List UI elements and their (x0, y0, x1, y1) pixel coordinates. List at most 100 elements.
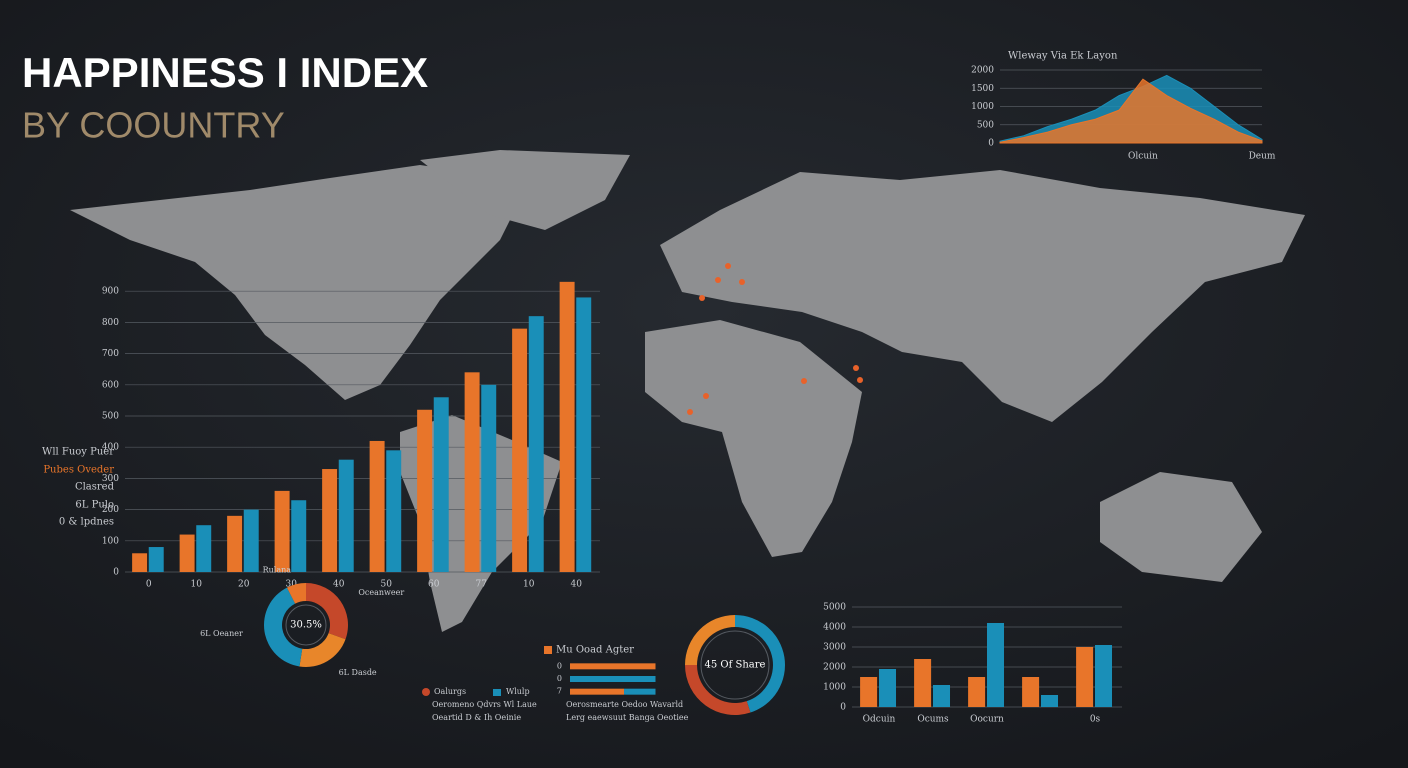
x-tick-label: 60 (428, 580, 440, 590)
y-tick-label: 5000 (823, 603, 846, 613)
y-tick-label: 400 (102, 443, 119, 453)
pie-label: 6L Dasde (339, 668, 377, 677)
y-tick-label: 3000 (823, 643, 846, 653)
bar (528, 316, 544, 572)
page-title: HAPPINESS I INDEX (22, 49, 428, 96)
pie-segment (286, 583, 306, 604)
y-tick-label: 0 (557, 674, 562, 683)
pie-segment (685, 665, 751, 715)
legend-label: Oeromeno Qdvrs Wl Laue (432, 700, 537, 709)
bar (417, 409, 433, 572)
north-america (70, 165, 520, 400)
y-tick-label: 7 (557, 687, 562, 696)
y-tick-label: 700 (102, 349, 119, 359)
donut-center: 45 Of Share (705, 660, 766, 671)
eurasia (660, 170, 1305, 422)
y-tick-label: 300 (102, 474, 119, 484)
marker (715, 277, 721, 283)
donut-center: 30.5% (290, 620, 322, 631)
y-tick-label: 1000 (971, 102, 994, 112)
marker (857, 377, 863, 383)
x-tick-label: 40 (571, 580, 583, 590)
bar (464, 372, 480, 572)
y-tick-label: 600 (102, 380, 119, 390)
x-tick-label: Ocums (917, 715, 949, 725)
legend-label: Wlulp (506, 687, 530, 696)
bar (576, 297, 592, 572)
bar (987, 623, 1005, 707)
marker (703, 393, 709, 399)
y-tick-label: 0 (988, 139, 994, 149)
y-tick-label: 500 (102, 412, 119, 422)
bar (624, 688, 656, 695)
legend-label: Lerg eaewsuut Banga Oeotiee (566, 713, 689, 722)
bar (559, 281, 575, 572)
x-tick-label: Odcuin (863, 715, 896, 725)
x-tick-label: 77 (476, 580, 488, 590)
pie-label: Rulana (263, 566, 292, 575)
bar (570, 663, 656, 670)
legend-label: Oalurgs (434, 687, 466, 696)
bar (148, 547, 164, 572)
x-tick-label: 30 (286, 580, 298, 590)
x-tick-label: 40 (333, 580, 345, 590)
bar (570, 676, 656, 682)
y-tick-label: 0 (113, 568, 119, 578)
y-tick-label: 1000 (823, 683, 846, 693)
bar (481, 384, 497, 572)
y-tick-label: 200 (102, 505, 119, 515)
x-tick-label: Olcuin (1128, 152, 1158, 162)
y-tick-label: 1500 (971, 84, 994, 94)
area (999, 78, 1263, 144)
bar (179, 534, 195, 572)
y-tick-label: 4000 (823, 623, 846, 633)
bar (1095, 645, 1113, 707)
x-tick-label: Oocurn (970, 715, 1004, 725)
x-tick-label: 10 (523, 580, 535, 590)
side-label: Pubes Oveder (43, 465, 114, 476)
x-tick-label: 20 (238, 580, 250, 590)
y-tick-label: 800 (102, 318, 119, 328)
bar (914, 659, 932, 707)
x-tick-label: 0s (1090, 715, 1101, 725)
y-tick-label: 2000 (971, 66, 994, 76)
legend-swatch (493, 689, 501, 696)
bar (1022, 677, 1040, 707)
chart-title: Wleway Via Ek Layon (1008, 51, 1118, 62)
x-tick-label: Deum (1249, 152, 1276, 162)
africa (645, 320, 862, 557)
bar (933, 685, 951, 707)
bar (243, 509, 259, 572)
side-label: 6L Pulo (75, 500, 114, 511)
bar (291, 500, 307, 572)
donut-ring (700, 630, 770, 700)
bar (570, 688, 624, 695)
marker (699, 295, 705, 301)
side-label: Clasred (75, 482, 115, 493)
donut-ring (285, 604, 327, 646)
bar (512, 328, 528, 572)
y-tick-label: 100 (102, 536, 119, 546)
bar (322, 469, 338, 572)
side-label: Wll Fuoy Puer (42, 447, 114, 458)
marker (801, 378, 807, 384)
legend-label: Oerosmearte Oedoo Wavarld (566, 700, 683, 709)
pie-label: 6L Oeaner (200, 629, 243, 638)
pie-label: Oceanweer (358, 588, 404, 597)
world-map (70, 150, 1305, 632)
bar (433, 397, 449, 572)
y-tick-label: 0 (557, 661, 562, 670)
bar (386, 450, 402, 572)
pie-segment (735, 615, 785, 713)
bar (1076, 647, 1094, 707)
bar (338, 459, 354, 572)
x-tick-label: 10 (191, 580, 203, 590)
marker (853, 365, 859, 371)
bar (369, 440, 385, 572)
bar (1041, 695, 1059, 707)
marker (739, 279, 745, 285)
y-tick-label: 500 (977, 120, 994, 130)
page-subtitle: BY COOUNTRY (22, 105, 285, 146)
y-tick-label: 0 (840, 703, 846, 713)
